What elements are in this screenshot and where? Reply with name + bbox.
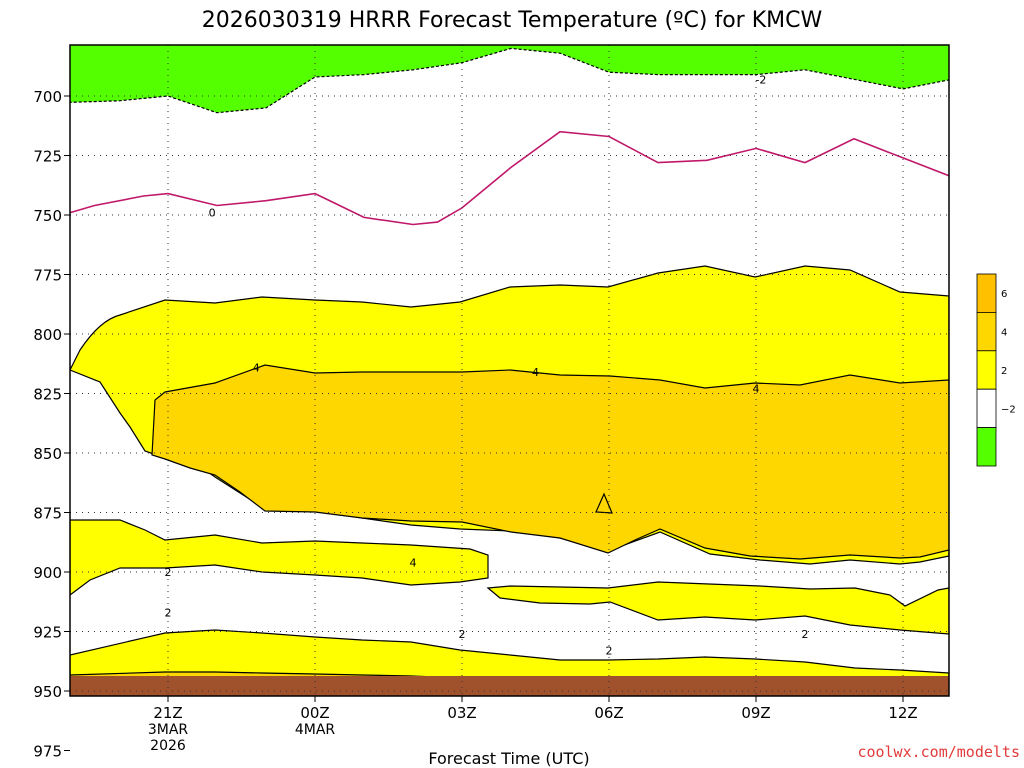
contour-label-0: -2: [755, 73, 766, 86]
layer-2to4-lower-fill: [486, 581, 949, 635]
x-tick-label: 00Z: [300, 704, 329, 722]
colorbar-band: [976, 350, 997, 390]
y-axis-ticks: 700 725 750 775 800 825 850 875 900 925 950 975: [33, 88, 70, 761]
colorbar-band: [976, 388, 997, 429]
y-tick-label: 775: [33, 267, 62, 285]
x-tick-label: 21Z: [153, 704, 182, 722]
x-tick-label: 2026: [150, 738, 186, 754]
y-tick-label: 850: [33, 445, 62, 463]
contour-label-8: 2: [459, 628, 466, 641]
y-tick-label: 700: [33, 88, 62, 106]
contour-label-7: 4: [410, 556, 417, 569]
colorbar-tick-label: 2: [1001, 366, 1007, 377]
x-tick-label: 03Z: [447, 704, 476, 722]
below-minus2-fill: [70, 45, 949, 113]
contour-label-10: 2: [802, 628, 809, 641]
y-tick-label: 750: [33, 207, 62, 225]
y-tick-label: 925: [33, 624, 62, 642]
contour-line-0: [70, 47, 949, 114]
chart-title: 2026030319 HRRR Forecast Temperature (ºC…: [202, 8, 823, 33]
x-axis-label: Forecast Time (UTC): [428, 749, 589, 768]
x-tick-label: 06Z: [594, 704, 623, 722]
contour-label-5: 2: [165, 566, 172, 579]
core-4plus-fill: [151, 364, 949, 560]
layer-2to4-mid-fill: [70, 519, 489, 596]
plot-area: -20444224222: [70, 45, 949, 696]
colorbar-band: [976, 311, 997, 352]
contour-label-2: 4: [253, 361, 260, 374]
x-tick-label: 09Z: [741, 704, 770, 722]
y-tick-label: 950: [33, 683, 62, 701]
colorbar-tick-label: 4: [1001, 328, 1007, 339]
colorbar-tick-label: 6: [1001, 289, 1007, 300]
ground-fill: [70, 676, 949, 696]
x-tick-label: 3MAR: [148, 722, 189, 738]
colorbar: 6 4 2 −2: [976, 273, 1016, 467]
contour-label-4: 4: [753, 383, 760, 396]
grid: [70, 45, 949, 696]
x-tick-label: 4MAR: [295, 722, 336, 738]
y-tick-label: 825: [33, 386, 62, 404]
colorbar-band: [976, 427, 997, 467]
credit-text: coolwx.com/modelts: [857, 743, 1020, 761]
y-tick-label: 875: [33, 505, 62, 523]
y-tick-label: 725: [33, 148, 62, 166]
colorbar-tick-label: −2: [1001, 404, 1016, 415]
y-tick-label: 975: [33, 743, 62, 761]
plot-frame: [69, 44, 950, 697]
x-tick-label: 12Z: [888, 704, 917, 722]
colorbar-band: [976, 273, 997, 313]
contour-label-1: 0: [209, 207, 216, 220]
y-tick-label: 900: [33, 564, 62, 582]
contour-label-3: 4: [532, 366, 539, 379]
y-tick-label: 800: [33, 326, 62, 344]
contour-label-6: 2: [165, 606, 172, 619]
